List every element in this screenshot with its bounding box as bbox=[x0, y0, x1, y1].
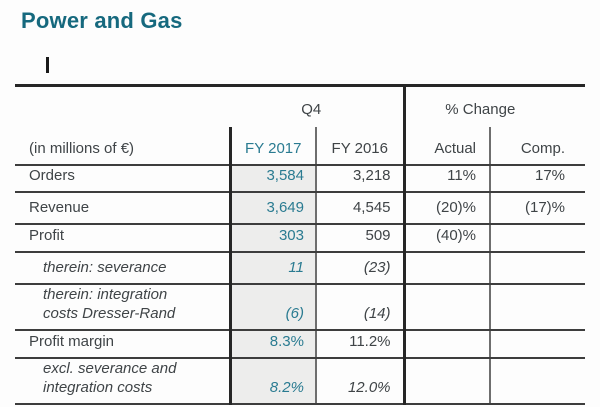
column-group-header-row: Q4 % Change bbox=[15, 84, 586, 127]
cell-actual bbox=[402, 283, 491, 331]
cell-fy2017: 11 bbox=[228, 251, 316, 285]
group-header-spacer bbox=[15, 84, 230, 127]
cell-fy2016: (14) bbox=[314, 283, 405, 331]
cell-comp: 17% bbox=[489, 164, 586, 193]
cell-fy2016: 4,545 bbox=[314, 191, 405, 225]
row-label: therein: severance bbox=[15, 251, 230, 285]
cell-fy2017: 8.3% bbox=[228, 329, 316, 359]
col-header-actual: Actual bbox=[402, 126, 491, 166]
cell-fy2017: 3,584 bbox=[228, 164, 316, 193]
cell-fy2017: 3,649 bbox=[228, 191, 316, 225]
cell-comp: (17)% bbox=[489, 191, 586, 225]
cell-actual bbox=[402, 251, 491, 285]
row-profit-margin: Profit margin 8.3% 11.2% bbox=[15, 329, 586, 359]
cell-comp bbox=[489, 251, 586, 285]
column-header-row: (in millions of €) FY 2017 FY 2016 Actua… bbox=[15, 126, 586, 166]
row-label: excl. severance and integration costs bbox=[15, 357, 230, 405]
cell-fy2016: 509 bbox=[314, 223, 405, 253]
cell-comp bbox=[489, 357, 586, 405]
row-excl-severance-integration: excl. severance and integration costs 8.… bbox=[15, 357, 586, 405]
cell-comp bbox=[489, 223, 586, 253]
row-label: Revenue bbox=[15, 191, 230, 225]
cell-fy2016: 3,218 bbox=[314, 164, 405, 193]
cell-fy2017: 8.2% bbox=[228, 357, 316, 405]
cell-comp bbox=[489, 283, 586, 331]
cell-fy2016: 11.2% bbox=[314, 329, 405, 359]
cell-actual: 11% bbox=[402, 164, 491, 193]
row-label: Orders bbox=[15, 164, 230, 193]
col-header-fy2017: FY 2017 bbox=[228, 126, 316, 166]
cell-actual bbox=[402, 357, 491, 405]
row-profit: Profit 303 509 (40)% bbox=[15, 223, 586, 253]
col-header-comp: Comp. bbox=[489, 126, 586, 166]
row-therein-severance: therein: severance 11 (23) bbox=[15, 251, 586, 285]
page-title: Power and Gas bbox=[21, 8, 183, 33]
row-label: Profit bbox=[15, 223, 230, 253]
row-label: therein: integration costs Dresser-Rand bbox=[15, 283, 230, 331]
text-cursor-mark bbox=[46, 57, 49, 73]
row-therein-integration-costs: therein: integration costs Dresser-Rand … bbox=[15, 283, 586, 331]
cell-fy2017: (6) bbox=[228, 283, 316, 331]
row-label: Profit margin bbox=[15, 329, 230, 359]
cell-fy2016: (23) bbox=[314, 251, 405, 285]
cell-comp bbox=[489, 329, 586, 359]
row-orders: Orders 3,584 3,218 11% 17% bbox=[15, 164, 586, 193]
cell-actual: (40)% bbox=[402, 223, 491, 253]
cell-fy2017: 303 bbox=[228, 223, 316, 253]
column-group-q4: Q4 bbox=[230, 84, 405, 127]
cell-actual: (20)% bbox=[402, 191, 491, 225]
row-revenue: Revenue 3,649 4,545 (20)% (17)% bbox=[15, 191, 586, 225]
col-header-fy2016: FY 2016 bbox=[314, 126, 405, 166]
cell-actual bbox=[402, 329, 491, 359]
column-group-pct-change: % Change bbox=[402, 84, 586, 127]
cell-fy2016: 12.0% bbox=[314, 357, 405, 405]
financial-results-table: Q4 % Change (in millions of €) FY 2017 F… bbox=[15, 84, 586, 405]
unit-label: (in millions of €) bbox=[15, 126, 230, 166]
